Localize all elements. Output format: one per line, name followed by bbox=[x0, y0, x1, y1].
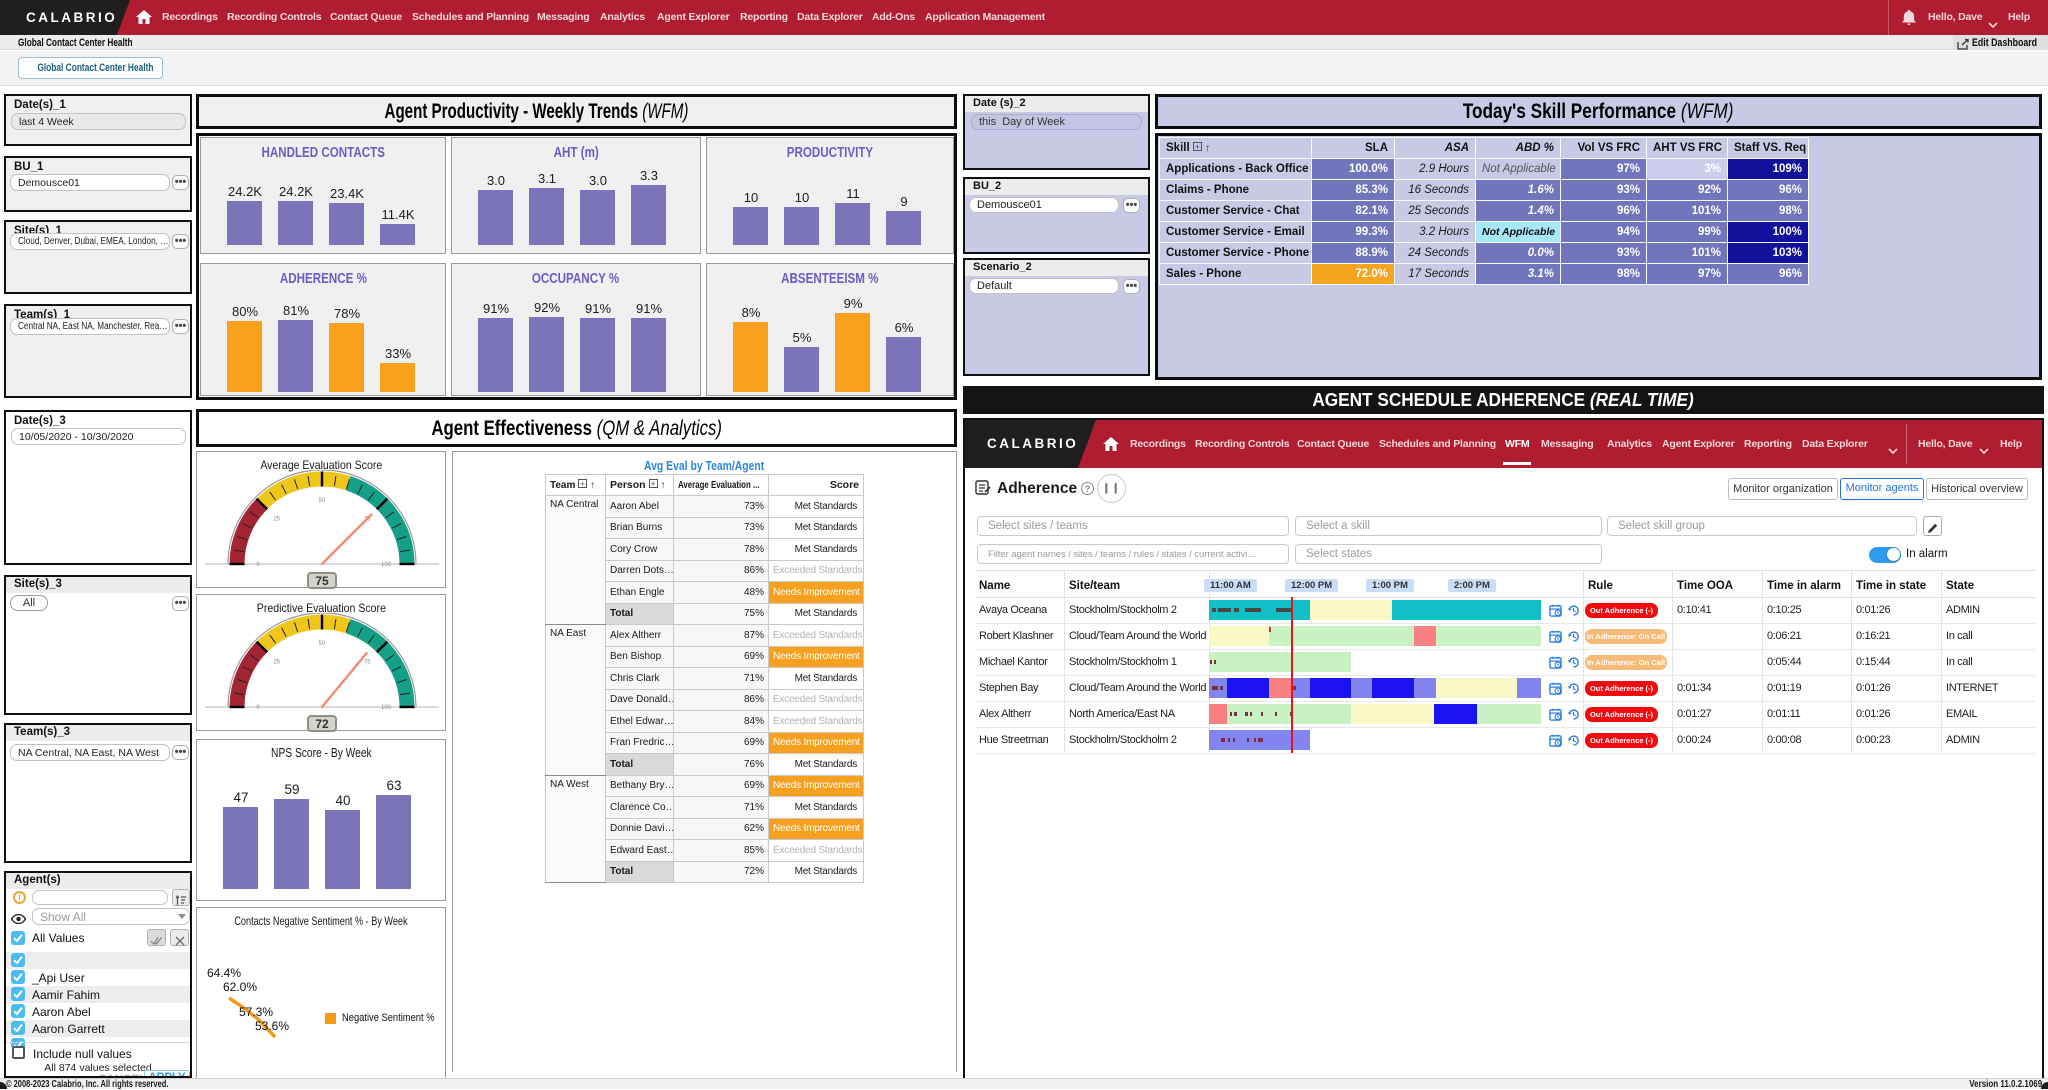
svg-text:0: 0 bbox=[256, 562, 260, 566]
svg-text:0: 0 bbox=[256, 705, 260, 709]
svg-text:100: 100 bbox=[381, 705, 392, 709]
svg-text:25: 25 bbox=[273, 517, 280, 523]
svg-text:25: 25 bbox=[273, 660, 280, 666]
svg-text:100: 100 bbox=[381, 562, 392, 566]
svg-text:50: 50 bbox=[319, 498, 326, 504]
svg-text:75: 75 bbox=[364, 660, 371, 666]
svg-text:50: 50 bbox=[319, 641, 326, 647]
